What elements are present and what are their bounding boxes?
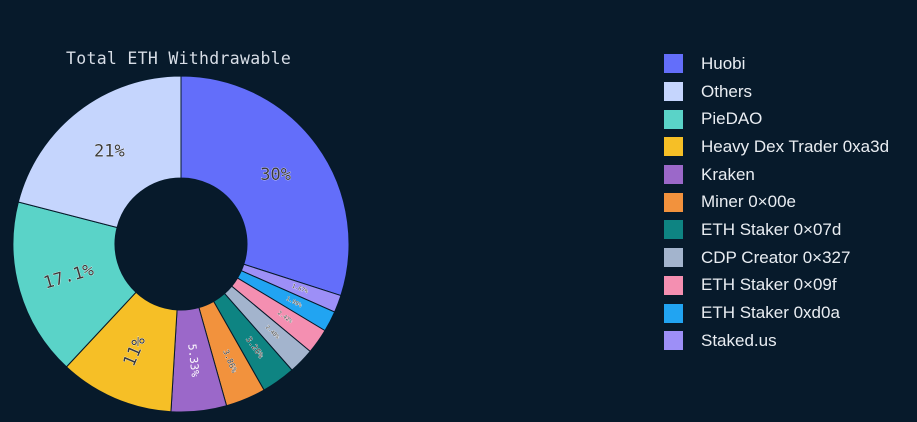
legend-label: ETH Staker 0×09f	[701, 275, 837, 295]
slice-label-others: 21%	[94, 141, 125, 161]
legend-label: Staked.us	[701, 330, 777, 350]
legend-item-eth-staker-0xd0a[interactable]: ETH Staker 0xd0a	[664, 299, 889, 327]
chart-title: Total ETH Withdrawable	[66, 49, 292, 68]
pie-slice-others[interactable]	[17, 75, 182, 229]
legend-label: Huobi	[701, 53, 746, 73]
legend-swatch	[664, 82, 683, 102]
legend: Huobi Others PieDAO Heavy Dex Trader 0xa3d K…	[664, 50, 889, 355]
legend-item-staked-us[interactable]: Staked.us	[664, 327, 889, 355]
legend-item-kraken[interactable]: Kraken	[664, 161, 889, 189]
legend-label: Heavy Dex Trader 0xa3d	[701, 136, 890, 156]
legend-item-cdp-creator-0-327[interactable]: CDP Creator 0×327	[664, 244, 889, 272]
legend-item-eth-staker-0-09f[interactable]: ETH Staker 0×09f	[664, 272, 889, 300]
legend-swatch	[664, 220, 683, 240]
legend-label: Miner 0×00e	[701, 192, 796, 212]
slice-label-kraken: 5.33%	[185, 343, 202, 378]
legend-item-piedao[interactable]: PieDAO	[664, 105, 889, 133]
legend-label: PieDAO	[701, 109, 763, 129]
pie-slice-piedao[interactable]	[12, 201, 137, 368]
legend-item-huobi[interactable]: Huobi	[664, 50, 889, 78]
legend-swatch	[664, 54, 683, 74]
legend-item-eth-staker-0-07d[interactable]: ETH Staker 0×07d	[664, 216, 889, 244]
legend-swatch	[664, 137, 683, 157]
pie-slice-huobi[interactable]	[180, 75, 350, 297]
legend-item-others[interactable]: Others	[664, 78, 889, 106]
legend-swatch	[664, 303, 683, 323]
slice-label-huobi: 30%	[260, 165, 291, 185]
legend-label: Others	[701, 81, 753, 101]
legend-swatch	[664, 248, 683, 268]
legend-item-heavy-dex-trader-0xa3d[interactable]: Heavy Dex Trader 0xa3d	[664, 133, 889, 161]
legend-swatch	[664, 109, 683, 129]
legend-item-miner-0-00e[interactable]: Miner 0×00e	[664, 188, 889, 216]
legend-swatch	[664, 275, 683, 295]
legend-label: CDP Creator 0×327	[701, 247, 851, 267]
legend-swatch	[664, 165, 683, 185]
legend-label: ETH Staker 0×07d	[701, 219, 842, 239]
legend-label: Kraken	[701, 164, 755, 184]
legend-swatch	[664, 331, 683, 351]
legend-label: ETH Staker 0xd0a	[701, 303, 840, 323]
legend-swatch	[664, 192, 683, 212]
